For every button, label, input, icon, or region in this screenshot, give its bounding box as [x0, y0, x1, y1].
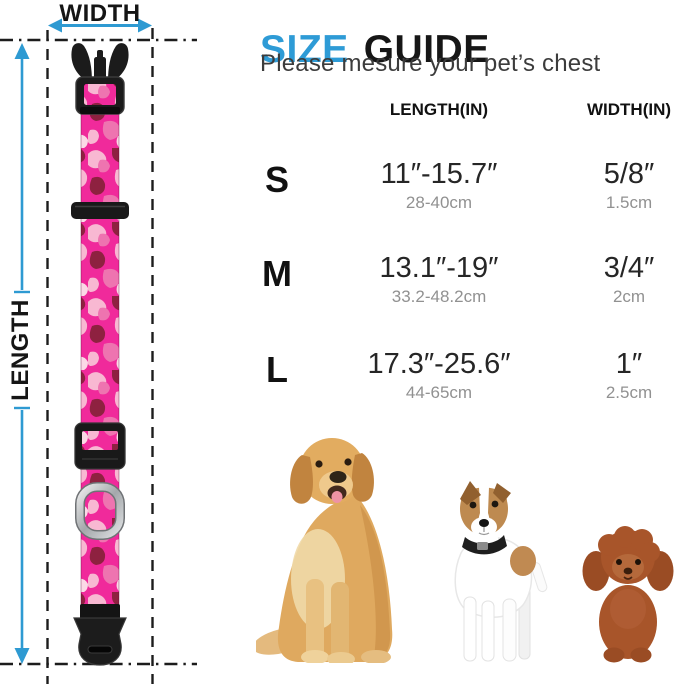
width-inches-value: 5/8″ — [603, 158, 655, 190]
title-accent-word: SIZE — [260, 28, 349, 72]
width-measure-label: WIDTH — [59, 0, 141, 27]
length-measure-label: LENGTH — [7, 299, 34, 401]
length-cm-value: 28-40cm — [405, 193, 473, 213]
collar-diagram-graphic — [0, 18, 197, 684]
size-letter: M — [262, 253, 292, 294]
length-cm-value: 33.2-48.2cm — [391, 287, 487, 307]
column-header-length: LENGTH(IN) — [389, 100, 489, 119]
width-inches-value: 1″ — [615, 348, 643, 380]
length-inches-value: 17.3″-25.6″ — [367, 348, 511, 380]
width-inches-value: 3/4″ — [603, 252, 655, 284]
collar-d-ring — [75, 482, 125, 540]
width-cm-value: 2cm — [612, 287, 646, 307]
size-row-small: S 11″-15.7″ 28-40cm 5/8″ 1.5cm — [255, 158, 679, 222]
width-cm-value: 1.5cm — [605, 193, 653, 213]
collar-top-buckle — [71, 43, 129, 115]
size-table-header: LENGTH(IN) WIDTH(IN) — [255, 100, 679, 120]
title-rest-word: GUIDE — [363, 28, 490, 72]
size-letter: S — [264, 159, 289, 200]
size-table: LENGTH(IN) WIDTH(IN) S 11″-15.7″ 28-40cm… — [255, 0, 679, 430]
collar-bottom-buckle — [73, 604, 127, 666]
subtitle: Please mesure your pet’s chest — [260, 50, 601, 77]
measure-guide-lines — [0, 28, 197, 684]
page-title: SIZE GUIDE — [260, 28, 490, 72]
collar-measurement-diagram: WIDTH LENGTH — [0, 0, 240, 684]
jack-russell-terrier-image — [454, 481, 548, 662]
column-header-width: WIDTH(IN) — [586, 100, 672, 119]
tri-glide-adjuster-lower — [74, 422, 126, 470]
length-arrow — [14, 43, 30, 664]
width-arrow — [48, 18, 152, 33]
tri-glide-adjuster-upper — [71, 202, 129, 219]
size-row-large: L 17.3″-25.6″ 44-65cm 1″ 2.5cm — [255, 348, 679, 412]
length-inches-value: 11″-15.7″ — [380, 158, 498, 190]
size-row-medium: M 13.1″-19″ 33.2-48.2cm 3/4″ 2cm — [255, 252, 679, 316]
golden-retriever-image — [256, 438, 393, 663]
width-cm-value: 2.5cm — [605, 383, 653, 403]
header-spacer — [255, 100, 299, 120]
length-inches-value: 13.1″-19″ — [379, 252, 499, 284]
length-cm-value: 44-65cm — [405, 383, 473, 403]
toy-poodle-image — [582, 526, 674, 663]
size-letter: L — [266, 349, 288, 390]
